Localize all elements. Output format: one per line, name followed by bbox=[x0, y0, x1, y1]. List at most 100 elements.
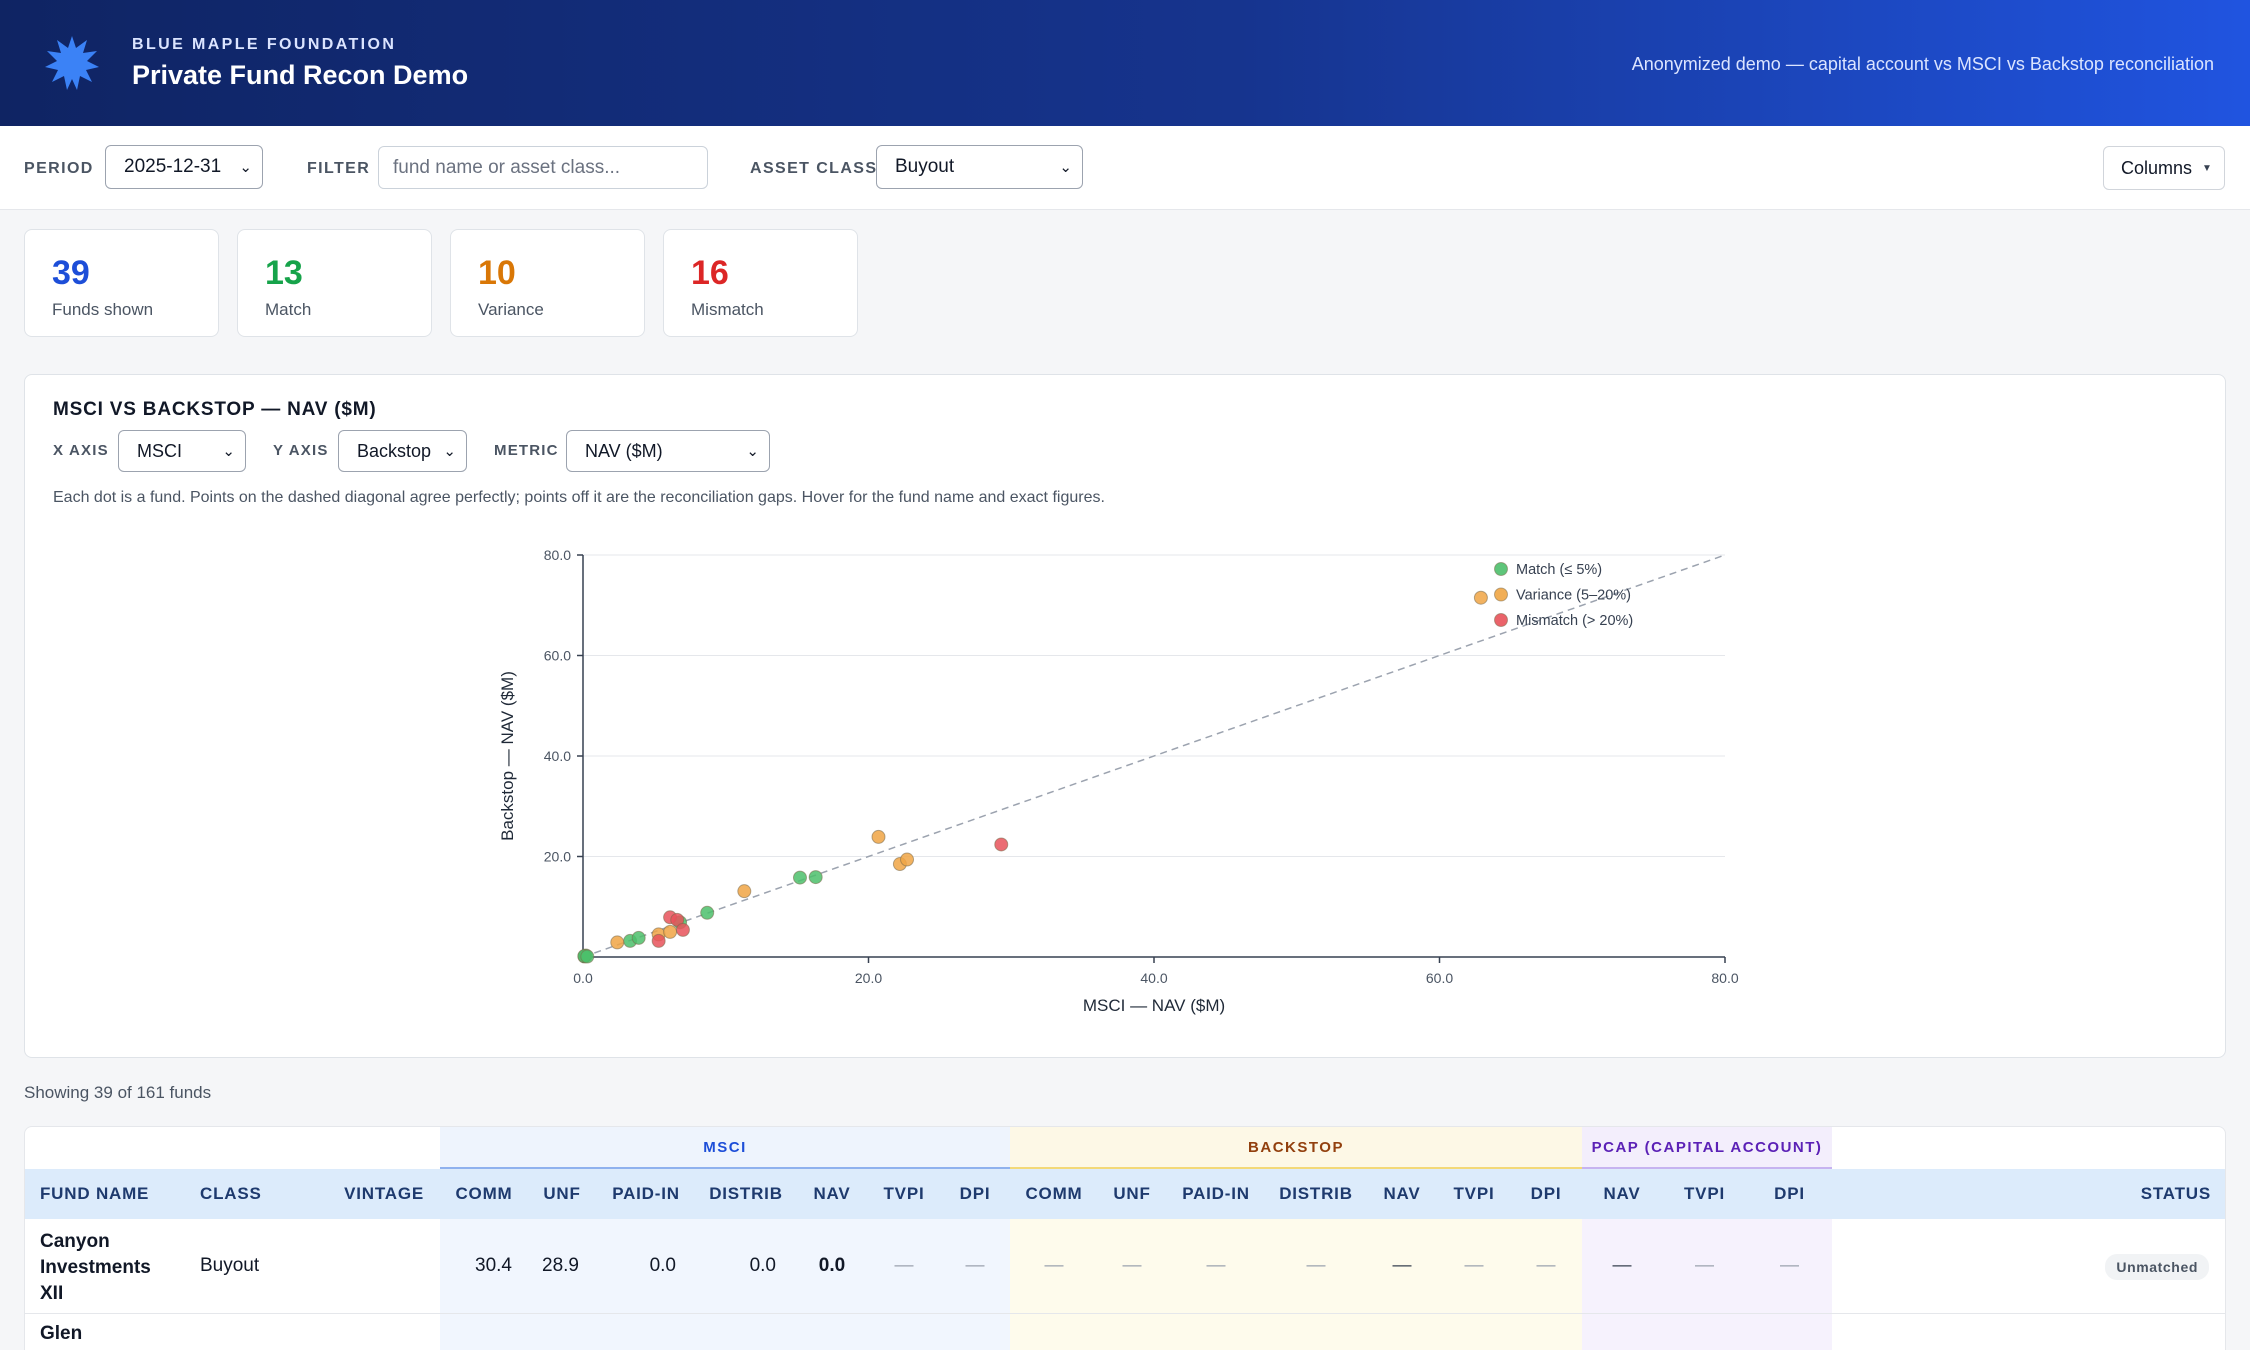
col-header-msci-tvpi[interactable]: TVPI bbox=[883, 1184, 925, 1203]
pcap-column-band bbox=[1582, 1219, 1832, 1350]
x-tick-label: 0.0 bbox=[573, 970, 593, 986]
y-axis-label: Y AXIS bbox=[273, 442, 329, 459]
col-header-backstop-dpi[interactable]: DPI bbox=[1530, 1184, 1562, 1203]
period-select[interactable]: 2025-12-31 ⌄ bbox=[105, 145, 263, 189]
backstop-distrib-cell: — bbox=[1306, 1255, 1326, 1276]
msci-distrib-cell: 0.0 bbox=[749, 1255, 776, 1276]
pcap-tvpi-cell: — bbox=[1695, 1255, 1714, 1276]
legend-marker bbox=[1494, 613, 1508, 627]
chart-panel-title: MSCI VS BACKSTOP — NAV ($M) bbox=[53, 399, 377, 420]
y-axis-select-value: Backstop bbox=[357, 440, 432, 461]
col-header-backstop-comm[interactable]: COMM bbox=[1025, 1184, 1083, 1203]
metric-select[interactable]: NAV ($M) ⌄ bbox=[566, 430, 770, 472]
col-header-pcap-dpi[interactable]: DPI bbox=[1774, 1184, 1805, 1203]
chevron-down-icon: ⌄ bbox=[239, 159, 252, 176]
col-header-backstop-distrib[interactable]: DISTRIB bbox=[1279, 1184, 1353, 1203]
x-axis-select[interactable]: MSCI ⌄ bbox=[118, 430, 246, 472]
header-tagline: Anonymized demo — capital account vs MSC… bbox=[1631, 54, 2214, 74]
col-header-msci-unf[interactable]: UNF bbox=[543, 1184, 581, 1203]
app-header: BLUE MAPLE FOUNDATION Private Fund Recon… bbox=[0, 0, 2250, 126]
group-header-backstop: BACKSTOP bbox=[1010, 1127, 1582, 1169]
asset-class-label: ASSET CLASS bbox=[750, 160, 878, 177]
filter-label: FILTER bbox=[307, 160, 371, 177]
stat-label: Variance bbox=[478, 300, 544, 319]
class-cell: Buyout bbox=[200, 1255, 260, 1276]
data-point bbox=[737, 884, 752, 899]
legend-label: Variance (5–20%) bbox=[1516, 588, 1631, 604]
col-header-msci-distrib[interactable]: DISTRIB bbox=[709, 1184, 783, 1203]
col-header-msci-dpi[interactable]: DPI bbox=[959, 1184, 991, 1203]
stat-value: 39 bbox=[52, 254, 90, 292]
chevron-down-icon: ⌄ bbox=[746, 443, 759, 460]
backstop-column-band bbox=[1010, 1219, 1582, 1350]
data-point bbox=[675, 922, 690, 937]
col-header-backstop-nav[interactable]: NAV bbox=[1383, 1184, 1421, 1203]
data-point bbox=[651, 933, 666, 948]
data-point bbox=[1473, 590, 1488, 605]
stat-label: Match bbox=[265, 300, 312, 319]
col-header-pcap-nav[interactable]: NAV bbox=[1603, 1184, 1641, 1203]
col-header-backstop-paid-in[interactable]: PAID-IN bbox=[1182, 1184, 1250, 1203]
msci-dpi-cell: — bbox=[965, 1255, 985, 1276]
chevron-down-icon: ⌄ bbox=[222, 443, 235, 460]
y-axis-select[interactable]: Backstop ⌄ bbox=[338, 430, 467, 472]
filter-toolbar: PERIOD 2025-12-31 ⌄ FILTER fund name or … bbox=[0, 126, 2250, 210]
col-header-msci-comm[interactable]: COMM bbox=[455, 1184, 513, 1203]
col-header-pcap-tvpi[interactable]: TVPI bbox=[1684, 1184, 1725, 1203]
app-title: Private Fund Recon Demo bbox=[132, 60, 469, 90]
group-header-pcap: PCAP (CAPITAL ACCOUNT) bbox=[1582, 1127, 1832, 1169]
col-header-msci-nav[interactable]: NAV bbox=[813, 1184, 851, 1203]
msci-nav-cell: 0.0 bbox=[818, 1255, 846, 1276]
stat-card-funds-shown: 39 Funds shown bbox=[24, 229, 219, 337]
chevron-down-icon: ⌄ bbox=[1059, 159, 1072, 176]
metric-select-value: NAV ($M) bbox=[585, 440, 663, 461]
asset-class-select[interactable]: Buyout ⌄ bbox=[876, 145, 1083, 189]
chart-description: Each dot is a fund. Points on the dashed… bbox=[53, 489, 1105, 506]
col-header-backstop-unf[interactable]: UNF bbox=[1113, 1184, 1151, 1203]
pcap-dpi-cell: — bbox=[1780, 1255, 1799, 1276]
columns-button[interactable]: Columns ▼ bbox=[2103, 146, 2225, 190]
pcap-nav-cell: — bbox=[1612, 1255, 1632, 1276]
backstop-comm-cell: — bbox=[1044, 1255, 1064, 1276]
msci-comm-cell: 30.4 bbox=[475, 1255, 512, 1276]
metric-label: METRIC bbox=[494, 442, 559, 459]
col-header-class[interactable]: CLASS bbox=[200, 1184, 262, 1203]
maple-star-logo-icon bbox=[45, 36, 99, 90]
funds-table: MSCI BACKSTOP PCAP (CAPITAL ACCOUNT) FUN… bbox=[24, 1126, 2226, 1350]
row-divider bbox=[25, 1313, 2225, 1314]
period-label: PERIOD bbox=[24, 160, 94, 177]
x-tick-label: 60.0 bbox=[1426, 970, 1453, 986]
fund-name-cell: Glen bbox=[40, 1323, 83, 1344]
filter-input[interactable]: fund name or asset class... bbox=[378, 146, 708, 189]
legend-marker bbox=[1494, 562, 1508, 576]
y-tick-label: 40.0 bbox=[544, 748, 571, 764]
backstop-tvpi-cell: — bbox=[1464, 1255, 1484, 1276]
stat-card-variance: 10 Variance bbox=[450, 229, 645, 337]
col-header-backstop-tvpi[interactable]: TVPI bbox=[1453, 1184, 1495, 1203]
col-header-vintage[interactable]: VINTAGE bbox=[344, 1184, 424, 1203]
filter-input-placeholder: fund name or asset class... bbox=[393, 156, 621, 178]
backstop-paid-in-cell: — bbox=[1206, 1255, 1226, 1276]
stat-card-mismatch: 16 Mismatch bbox=[663, 229, 858, 337]
stat-value: 13 bbox=[265, 254, 303, 292]
col-header-msci-paid-in[interactable]: PAID-IN bbox=[612, 1184, 680, 1203]
col-header-status[interactable]: STATUS bbox=[2140, 1184, 2211, 1203]
x-axis-title: MSCI — NAV ($M) bbox=[1083, 996, 1225, 1015]
showing-count: Showing 39 of 161 funds bbox=[24, 1083, 212, 1102]
x-tick-label: 40.0 bbox=[1140, 970, 1167, 986]
status-badge: Unmatched bbox=[2105, 1254, 2209, 1280]
legend-marker bbox=[1494, 587, 1508, 602]
msci-column-band bbox=[440, 1219, 1010, 1350]
parity-diagonal bbox=[582, 554, 1726, 958]
y-tick-label: 60.0 bbox=[544, 648, 571, 664]
caret-down-icon: ▼ bbox=[2202, 162, 2212, 174]
data-point bbox=[663, 924, 678, 939]
x-axis-label: X AXIS bbox=[53, 442, 109, 459]
backstop-unf-cell: — bbox=[1122, 1255, 1142, 1276]
msci-tvpi-cell: — bbox=[894, 1255, 914, 1276]
backstop-nav-cell: — bbox=[1392, 1255, 1412, 1276]
col-header-fund-name[interactable]: FUND NAME bbox=[40, 1184, 150, 1203]
data-point bbox=[900, 852, 915, 867]
chart-panel: MSCI VS BACKSTOP — NAV ($M) X AXIS MSCI … bbox=[24, 374, 2226, 1058]
fund-name-cell: Canyon Investments XII bbox=[40, 1231, 151, 1304]
